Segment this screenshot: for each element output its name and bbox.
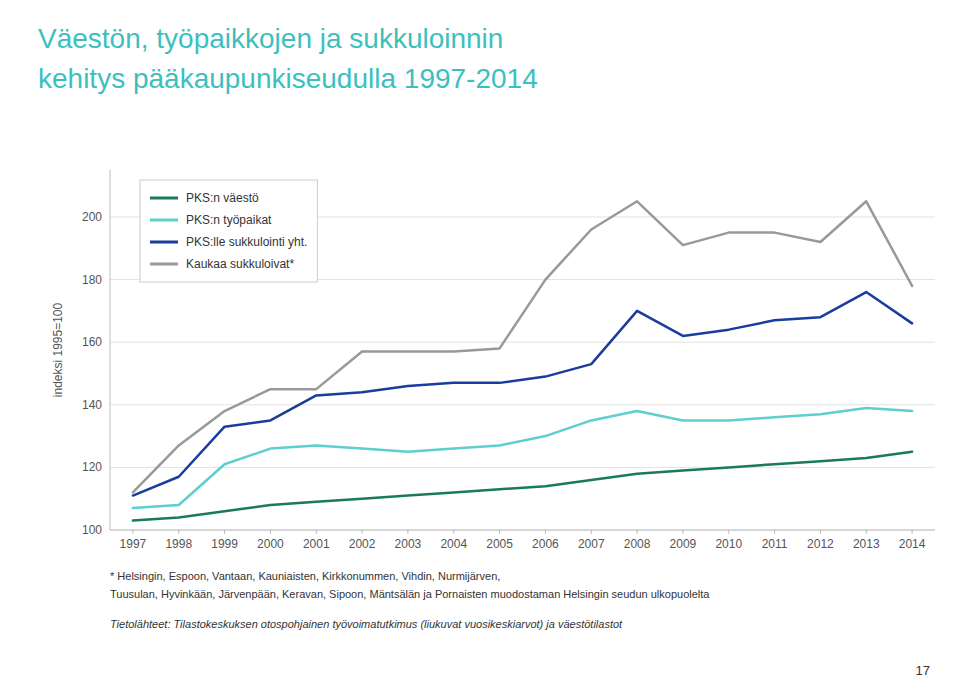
series-line	[133, 452, 912, 521]
y-grid	[110, 217, 935, 530]
x-tick	[637, 530, 638, 534]
x-tick	[866, 530, 867, 534]
legend-label: Kaukaa sukkuloivat*	[186, 257, 294, 271]
legend-label: PKS:n väestö	[186, 191, 259, 205]
legend-label: PKS:n työpaikat	[186, 213, 272, 227]
grid-line	[110, 530, 935, 531]
x-tick	[499, 530, 500, 534]
y-tick-label: 100	[82, 523, 102, 537]
legend: PKS:n väestö PKS:n työpaikat PKS:lle sukku…	[140, 180, 317, 282]
legend-swatch	[150, 219, 178, 222]
title: Väestön, työpaikkojen ja sukkuloinnin	[38, 23, 503, 54]
y-tick-label: 120	[82, 460, 102, 474]
series-line	[133, 292, 912, 495]
y-tick-label: 160	[82, 335, 102, 349]
y-tick-label: 180	[82, 273, 102, 287]
footnote: Tuusulan, Hyvinkään, Järvenpään, Keravan…	[110, 588, 710, 600]
x-tick	[270, 530, 271, 534]
x-tick-label: 1999	[211, 537, 238, 551]
chart: Väestön, työpaikkojen ja sukkuloinnin keh…	[0, 0, 960, 689]
x-tick	[728, 530, 729, 534]
y-axis	[110, 170, 111, 530]
y-tick-label: 200	[82, 210, 102, 224]
x-tick-label: 2002	[349, 537, 376, 551]
grid-line	[110, 342, 935, 343]
x-tick	[774, 530, 775, 534]
x-tick	[912, 530, 913, 534]
x-tick	[682, 530, 683, 534]
x-tick	[316, 530, 317, 534]
series-line	[133, 201, 912, 492]
x-tick	[591, 530, 592, 534]
legend-label: PKS:lle sukkulointi yht.	[186, 235, 307, 249]
x-tick-label: 2006	[532, 537, 559, 551]
y-axis-label: indeksi 1995=100	[51, 302, 65, 397]
legend-swatch	[150, 241, 178, 244]
legend-swatch	[150, 197, 178, 200]
x-tick-label: 2009	[670, 537, 697, 551]
x-tick-label: 2004	[440, 537, 467, 551]
x-tick	[545, 530, 546, 534]
legend-box	[140, 180, 317, 282]
x-tick-label: 2012	[807, 537, 834, 551]
x-tick	[178, 530, 179, 534]
x-tick-label: 2010	[715, 537, 742, 551]
x-tick	[224, 530, 225, 534]
x-tick	[362, 530, 363, 534]
x-axis	[110, 530, 935, 531]
x-tick-label: 2003	[395, 537, 422, 551]
footnote: Tietolähteet: Tilastokeskuksen otospohja…	[110, 618, 623, 630]
x-tick-label: 2014	[899, 537, 926, 551]
page-number: 17	[916, 663, 930, 678]
x-tick	[407, 530, 408, 534]
y-tick-label: 140	[82, 398, 102, 412]
footnote: * Helsingin, Espoon, Vantaan, Kauniaiste…	[110, 570, 500, 582]
x-tick-label: 2001	[303, 537, 330, 551]
x-tick-label: 2008	[624, 537, 651, 551]
x-tick-label: 1997	[120, 537, 147, 551]
x-tick	[453, 530, 454, 534]
legend-swatch	[150, 263, 178, 266]
x-tick-label: 2000	[257, 537, 284, 551]
x-tick	[820, 530, 821, 534]
x-tick-label: 1998	[165, 537, 192, 551]
x-tick-label: 2005	[486, 537, 513, 551]
x-tick-label: 2007	[578, 537, 605, 551]
x-tick-label: 2013	[853, 537, 880, 551]
x-tick	[132, 530, 133, 534]
grid-line	[110, 404, 935, 405]
x-tick-label: 2011	[762, 537, 788, 551]
subtitle: kehitys pääkaupunkiseudulla 1997-2014	[38, 63, 538, 94]
grid-line	[110, 467, 935, 468]
